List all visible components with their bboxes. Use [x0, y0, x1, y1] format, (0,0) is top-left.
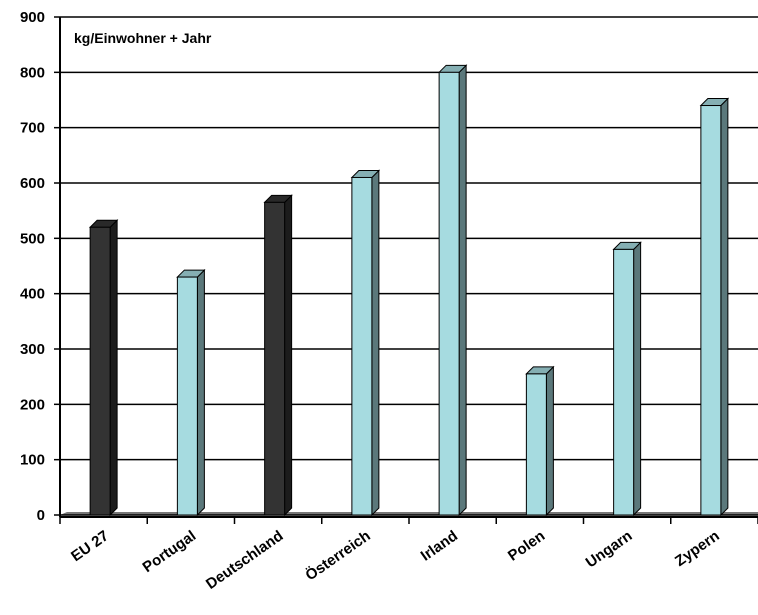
bar-side: [109, 219, 118, 517]
y-tick-label: 300: [20, 341, 45, 358]
bar: [176, 268, 206, 517]
bar: [88, 219, 119, 517]
y-tick-label: 100: [20, 452, 45, 469]
y-tick-label: 700: [20, 120, 45, 137]
bar: [263, 194, 293, 517]
x-tick-labels: EU 27 Portugal Deutschland Österreich Irland…: [68, 527, 723, 593]
bar-side: [371, 169, 380, 517]
y-tick-label: 400: [20, 286, 45, 303]
axes: [54, 16, 758, 524]
x-tick-label: EU 27: [68, 527, 112, 565]
bar-side: [633, 241, 642, 517]
x-tick-label: Deutschland: [203, 527, 286, 593]
bar: [437, 64, 468, 517]
bar-front: [525, 373, 547, 516]
bar-front: [264, 201, 286, 516]
bars: [88, 64, 730, 517]
bar-front: [89, 226, 111, 516]
bar-side: [196, 268, 205, 517]
bar: [350, 169, 381, 517]
y-tick-labels: 0 100 200 300 400 500 600 700 800 900: [20, 9, 45, 524]
y-tick-label: 600: [20, 175, 45, 192]
y-tick-label: 800: [20, 64, 45, 81]
bar-front: [438, 71, 460, 516]
bar-front: [351, 176, 373, 516]
y-tick-label: 900: [20, 9, 45, 26]
unit-label: kg/Einwohner + Jahr: [74, 30, 212, 46]
x-tick-label: Irland: [418, 527, 461, 564]
bar: [612, 241, 642, 517]
y-tick-label: 500: [20, 230, 45, 247]
x-tick-label: Österreich: [302, 527, 373, 584]
y-tick-label: 0: [37, 507, 45, 524]
bar-side: [720, 97, 729, 517]
x-tick-label: Zypern: [672, 527, 723, 570]
x-tick-label: Portugal: [140, 527, 200, 576]
y-tick-label: 200: [20, 396, 45, 413]
bar-side: [545, 365, 554, 517]
bar-side: [284, 194, 293, 517]
x-tick-label: Ungarn: [583, 527, 636, 571]
bar: [525, 365, 555, 517]
x-tick-label: Polen: [505, 527, 548, 564]
bar-front: [176, 276, 198, 516]
bar-front: [613, 248, 635, 516]
bar: [699, 97, 730, 517]
bar-front: [700, 105, 722, 516]
bar-side: [458, 64, 467, 517]
gridlines: [60, 16, 758, 516]
